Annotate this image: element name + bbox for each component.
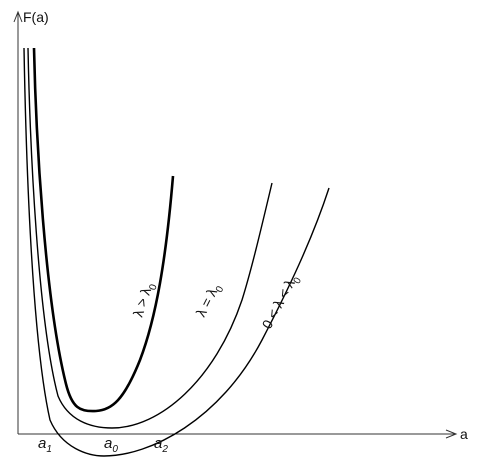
point-a2: a2 [154, 435, 168, 455]
point-a1: a1 [38, 435, 52, 455]
point-a0-sub: 0 [112, 444, 118, 455]
y-axis-arrowhead [13, 10, 23, 23]
label-lambda-lower-sub: 0 [292, 275, 305, 285]
point-a2-sub: 2 [161, 444, 168, 455]
label-lambda-lower-main: 0 < λ < λ [259, 276, 298, 331]
label-lambda-greater-sub: 0 [147, 283, 159, 292]
point-a1-base: a [38, 435, 46, 452]
svg-text:λ = λ0: λ = λ0 [192, 280, 226, 321]
point-a0: a0 [104, 435, 118, 455]
curve-lambda-equal [27, 47, 273, 429]
label-lambda-lower: 0 < λ < λ0 [259, 271, 305, 333]
svg-text:0 < λ < λ0: 0 < λ < λ0 [259, 271, 305, 333]
curve-lambda-greater [32, 47, 175, 413]
label-lambda-greater-main: λ > λ [130, 285, 154, 318]
y-axis: F(a) [13, 9, 49, 434]
x-axis: a [18, 426, 468, 442]
x-axis-label: a [460, 426, 468, 442]
label-lambda-equal: λ = λ0 [192, 280, 226, 321]
point-a0-base: a [104, 435, 112, 452]
point-a2-base: a [154, 435, 162, 452]
point-a1-sub: 1 [46, 444, 52, 455]
curves [23, 47, 330, 457]
axis-points: a1 a0 a2 [38, 435, 168, 455]
y-axis-label: F(a) [23, 9, 49, 25]
label-lambda-equal-sub: 0 [214, 284, 227, 294]
curve-lambda-lower [23, 47, 330, 457]
x-axis-arrowhead [445, 429, 458, 439]
